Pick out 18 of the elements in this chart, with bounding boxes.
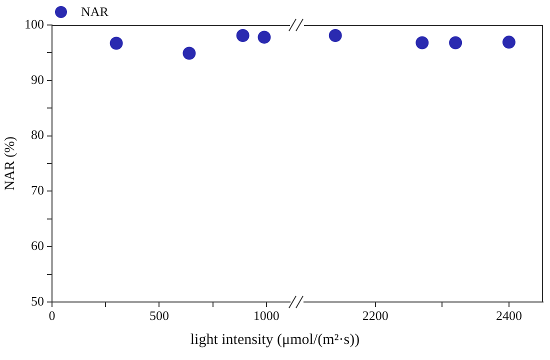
x-tick-label: 500 [149, 308, 169, 324]
point [236, 29, 250, 42]
x-tick-label: 2200 [362, 308, 388, 324]
y-tick-label: 90 [31, 72, 44, 87]
y-tick-label: 70 [31, 182, 44, 198]
x-axis-title: light intensity (μmol/(m²·s)) [189, 332, 361, 349]
y-tick-label: 100 [24, 16, 44, 32]
point [182, 46, 196, 60]
y-axis-title: NAR (%) [3, 136, 18, 191]
point [110, 36, 123, 50]
x-tick-label: 0 [48, 308, 56, 324]
y-tick-label: 50 [31, 293, 44, 308]
legend-label: NAR [81, 4, 108, 20]
x-tick-label: 2400 [496, 308, 522, 324]
point [258, 30, 271, 44]
x-tick-label: 1000 [253, 308, 280, 324]
y-tick-label: 80 [31, 127, 44, 142]
y-tick-label: 60 [31, 238, 44, 254]
